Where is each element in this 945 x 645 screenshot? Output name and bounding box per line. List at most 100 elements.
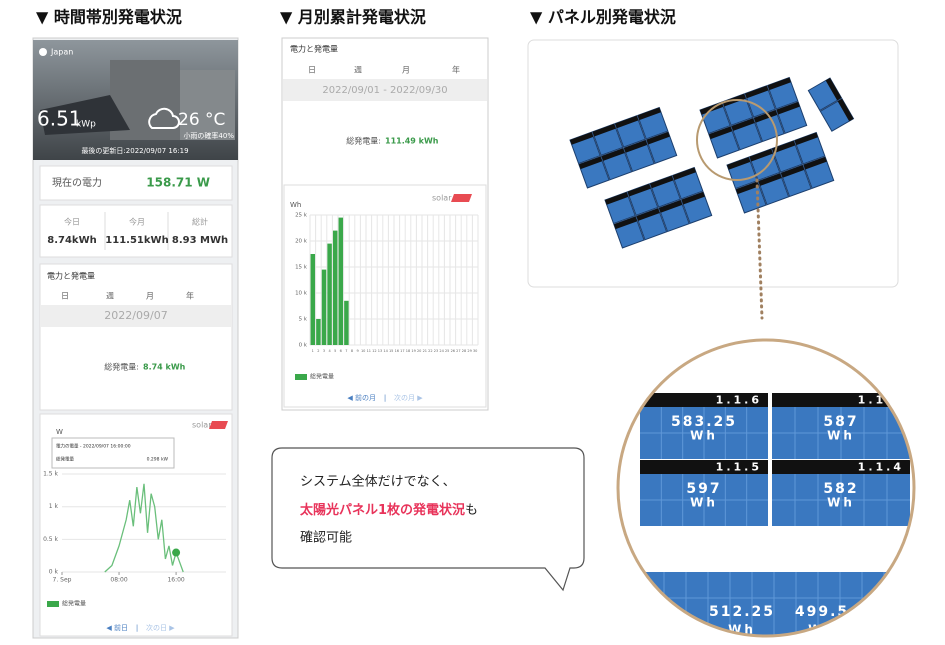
tooltip-name: 総発電量 [56, 456, 74, 463]
y-tick-label: 0 k [299, 343, 308, 349]
x-tick-label: 13 [378, 349, 382, 353]
nav-next[interactable]: 次の月 ▶ [394, 393, 423, 402]
total-label: 総発電量: [104, 362, 139, 372]
date: 2022/09/07 [104, 309, 167, 322]
y-tick-label: 15 k [295, 265, 308, 271]
capacity-unit: kWp [76, 120, 96, 130]
card [40, 205, 232, 257]
nav-next[interactable]: 次の日 ▶ [146, 623, 175, 632]
tab[interactable]: 日 [308, 66, 316, 75]
x-tick-label: 7 [345, 349, 347, 353]
bar [333, 231, 337, 345]
y-tick-label: 5 k [299, 317, 308, 323]
callout-highlight: 太陽光パネル1枚の発電状況 [299, 502, 465, 518]
x-tick-label: 29 [467, 349, 471, 353]
x-tick-label: 12 [372, 349, 376, 353]
stat-label: 今月 [129, 217, 145, 227]
panel-id: 1.1.4 [858, 461, 904, 474]
tab[interactable]: 週 [106, 292, 114, 301]
y-tick-label: 0.5 k [43, 536, 58, 543]
panel-overview [528, 40, 898, 318]
y-tick-label: 0 k [49, 569, 59, 576]
monthly-screen: 電力と発電量 日 週 月 年 2022/09/01 - 2022/09/30 総発電量… [282, 38, 488, 410]
stat-value: 8.93 MWh [172, 235, 228, 246]
tab[interactable]: 月 [402, 66, 410, 75]
nav-prev[interactable]: ◀ 前の月 [347, 393, 376, 402]
x-tick-label: 27 [456, 349, 460, 353]
tooltip [52, 438, 174, 468]
x-tick-label: 21 [423, 349, 427, 353]
weather-note: 小雨の確率40% [183, 131, 234, 140]
x-tick-label: 15 [389, 349, 393, 353]
card [40, 264, 232, 410]
tab[interactable]: 年 [186, 291, 194, 301]
x-tick-label: 28 [462, 349, 466, 353]
x-tick-label: 16 [395, 349, 399, 353]
y-tick-label: 1 k [49, 503, 59, 510]
y-label: W [56, 428, 63, 436]
x-tick-label: 23 [434, 349, 438, 353]
x-tick-label: 2 [317, 349, 319, 353]
total: 111.49 kWh [385, 137, 439, 146]
temperature: 26 °C [178, 110, 225, 130]
panel-id: 1.1.5 [716, 461, 762, 474]
stat-label: 今日 [64, 217, 80, 227]
x-tick-label: 7. Sep [53, 577, 72, 584]
tab[interactable]: 月 [146, 292, 154, 301]
hover-point [172, 549, 180, 557]
capacity: 6.51 [37, 107, 82, 131]
panel-unit: Wh [690, 496, 718, 510]
panel-unit: Wh [690, 429, 718, 443]
legend-swatch [47, 601, 59, 607]
x-tick-label: 24 [439, 349, 444, 353]
x-tick-label: 22 [428, 349, 432, 353]
x-tick-label: 9 [356, 349, 358, 353]
tab[interactable]: 週 [354, 66, 362, 75]
bar [327, 244, 331, 345]
nav-sep: | [384, 394, 386, 402]
updated: 最後の更新日:2022/09/07 16:19 [81, 146, 188, 155]
nav-prev[interactable]: ◀ 前日 [106, 623, 128, 632]
heading: ▼ 時間帯別発電状況 [36, 8, 182, 27]
location: Japan [50, 48, 73, 57]
bar [339, 218, 343, 345]
x-tick-label: 20 [417, 349, 421, 353]
brand-logo [209, 421, 228, 429]
heading: ▼ 月別累計発電状況 [280, 8, 426, 27]
x-tick-label: 25 [445, 349, 449, 353]
x-tick-label: 10 [361, 349, 365, 353]
x-tick-label: 5 [334, 349, 336, 353]
tab[interactable]: 日 [61, 292, 69, 301]
total: 8.74 kWh [143, 363, 186, 372]
x-tick-label: 3 [323, 349, 325, 353]
stat-value: 111.51kWh [105, 235, 168, 246]
brand: solar [192, 421, 212, 430]
label: 現在の電力 [52, 176, 102, 189]
current-power: 158.71 W [146, 176, 210, 190]
callout-line: 太陽光パネル1枚の発電状況も [299, 502, 478, 518]
tab[interactable]: 年 [452, 65, 460, 75]
brand-logo [451, 194, 472, 202]
legend-swatch [295, 374, 307, 380]
x-tick-label: 18 [406, 349, 410, 353]
bar [322, 270, 326, 345]
legend-label: 総発電量 [310, 373, 334, 381]
y-tick-label: 10 k [295, 291, 308, 297]
bar [344, 301, 348, 345]
total-label: 総発電量: [346, 136, 381, 146]
stat-value: 8.74kWh [47, 235, 96, 246]
x-tick-label: 17 [400, 349, 404, 353]
callout-line: システム全体だけでなく、 [300, 474, 456, 490]
y-tick-label: 1.5 k [43, 471, 58, 478]
x-tick-label: 08:00 [110, 577, 127, 584]
bar [311, 254, 315, 345]
x-tick-label: 8 [351, 349, 353, 353]
callout-line: 確認可能 [300, 530, 352, 546]
callout-suffix: も [465, 503, 478, 518]
stat-label: 総計 [192, 217, 208, 227]
section-title: 電力と発電量 [290, 44, 338, 54]
date: 2022/09/01 - 2022/09/30 [322, 85, 447, 96]
tooltip-value: 0.298 kW [147, 457, 169, 463]
x-tick-label: 14 [383, 349, 388, 353]
x-tick-label: 30 [473, 349, 477, 353]
